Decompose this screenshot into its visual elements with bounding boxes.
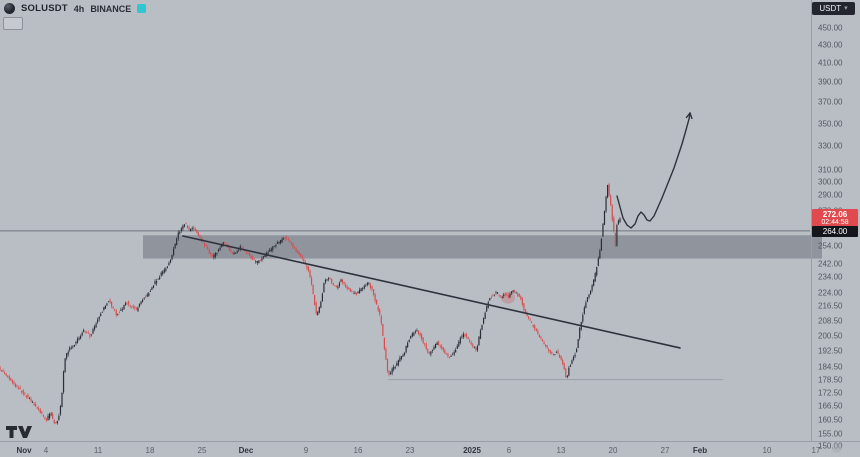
time-axis-label: 13	[556, 446, 566, 455]
projection-arrowhead	[685, 112, 691, 119]
price-axis-label: 290.00	[818, 190, 843, 200]
price-axis-label: 390.00	[818, 77, 843, 87]
price-axis-label: 370.00	[818, 97, 843, 107]
time-axis-label: 10	[762, 446, 772, 455]
time-axis-label: 11	[93, 446, 103, 455]
time-axis-label: 17	[811, 446, 821, 455]
price-axis-label: 216.50	[818, 301, 843, 311]
exchange-logo-icon	[137, 4, 147, 13]
price-axis-label: 166.50	[818, 401, 843, 411]
symbol-name[interactable]: SOLUSDT	[21, 3, 68, 14]
currency-unit-button[interactable]: USDT ▾	[812, 2, 855, 15]
time-axis-label: 20	[608, 446, 618, 455]
time-axis-label: Dec	[238, 446, 254, 455]
interval-label[interactable]: 4h	[73, 3, 85, 14]
price-axis-label: 192.50	[818, 346, 843, 356]
time-axis-label: 16	[353, 446, 363, 455]
price-axis-label: 310.00	[818, 165, 843, 175]
time-axis-label: 18	[145, 446, 155, 455]
time-axis-label: Feb	[692, 446, 708, 455]
price-axis-label: 208.50	[818, 316, 843, 326]
time-axis-label: 2025	[463, 446, 481, 455]
price-axis-label: 160.50	[818, 415, 843, 425]
price-axis-label: 330.00	[818, 141, 843, 151]
supply-zone[interactable]	[143, 235, 822, 259]
price-axis-label: 254.00	[818, 241, 843, 251]
price-axis-label: 430.00	[818, 40, 843, 50]
time-axis-border	[0, 441, 860, 442]
price-axis-border	[811, 0, 812, 441]
price-axis-label: 178.50	[818, 375, 843, 385]
price-axis-label: 242.00	[818, 259, 843, 269]
chevron-down-icon: ▾	[844, 5, 848, 12]
candle-countdown: 02:44:58	[821, 219, 849, 227]
projection-arrowhead	[689, 112, 693, 120]
projection-arrow[interactable]	[616, 112, 691, 229]
price-axis-label: 450.00	[818, 23, 843, 33]
time-axis-label: 25	[197, 446, 207, 455]
time-axis-label: 6	[506, 446, 512, 455]
level-line-price-label: 264.00	[812, 225, 858, 237]
trendline[interactable]	[182, 235, 681, 349]
time-axis-label: Nov	[16, 446, 32, 455]
symbol-header[interactable]: SOLUSDT 4h BINANCE	[4, 3, 147, 14]
last-price-value: 272.06	[822, 210, 848, 220]
price-axis-label: 300.00	[818, 177, 843, 187]
publisher-avatar-icon	[4, 3, 15, 14]
price-axis-label: 150.00	[818, 441, 843, 451]
price-axis-label: 184.50	[818, 362, 843, 372]
time-axis-label: 23	[405, 446, 415, 455]
last-price-label: 272.06 02:44:58	[812, 209, 858, 229]
timezone-button[interactable]	[832, 443, 842, 453]
price-axis-label: 155.00	[818, 429, 843, 439]
legend-toggle-button[interactable]	[3, 17, 23, 30]
time-axis-label: 4	[43, 446, 49, 455]
price-axis-label: 410.00	[818, 58, 843, 68]
price-axis-label: 224.00	[818, 288, 843, 298]
price-axis-label: 172.50	[818, 388, 843, 398]
time-axis-label: 9	[303, 446, 309, 455]
exchange-label: BINANCE	[90, 3, 132, 14]
currency-unit-label: USDT	[819, 4, 842, 13]
candles-layer[interactable]	[0, 182, 621, 425]
price-axis-label: 234.00	[818, 272, 843, 282]
price-axis-label: 350.00	[818, 119, 843, 129]
tradingview-logo[interactable]	[6, 426, 33, 439]
price-axis-label: 200.50	[818, 331, 843, 341]
time-axis-label: 27	[660, 446, 670, 455]
